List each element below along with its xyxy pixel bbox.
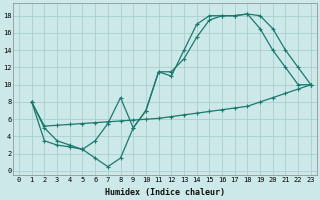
X-axis label: Humidex (Indice chaleur): Humidex (Indice chaleur): [105, 188, 225, 197]
